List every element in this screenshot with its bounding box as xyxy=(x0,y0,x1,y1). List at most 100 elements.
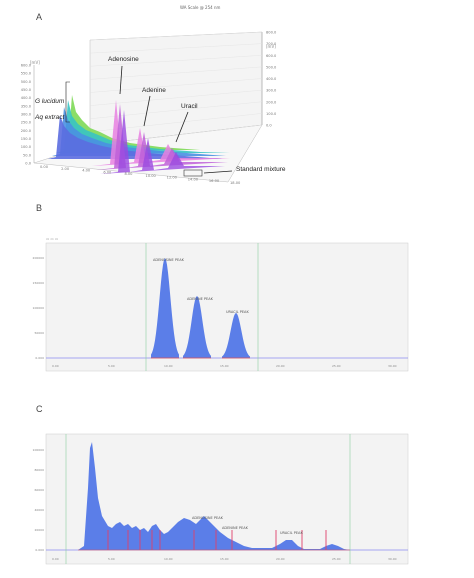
c-y-tick: 20000 xyxy=(34,528,44,532)
a-right-tick-label: 200.0 xyxy=(266,100,277,104)
a-right-tick-label: 400.0 xyxy=(266,77,277,81)
sample-trace-front xyxy=(48,115,222,159)
panel-c-label: C xyxy=(36,404,43,414)
b-peak-label-2: ADENINE PEAK xyxy=(187,297,213,301)
a-right-tick-label: 800.0 xyxy=(266,31,277,35)
c-peak-label-1: ADENOSINE PEAK xyxy=(192,516,223,520)
b-y-tick: 0.000 xyxy=(35,356,44,360)
a-left-tick-label: 0.0 xyxy=(25,162,31,166)
std-marker-box xyxy=(183,169,203,177)
a-left-tick-label: 250.0 xyxy=(21,121,32,125)
a-right-tick-label: 500.0 xyxy=(266,65,277,69)
b-peak-label-3: URACIL PEAK xyxy=(226,310,249,314)
a-x-tick-label: 2.00 xyxy=(61,167,70,171)
a-left-tick-label: 500.0 xyxy=(21,80,32,84)
standard-mixture-series xyxy=(92,100,230,174)
c-y-tick: 60000 xyxy=(34,488,44,492)
label-g-lucidum: G lucidum xyxy=(35,98,65,105)
g-lucidum-series xyxy=(48,95,232,159)
c-x-tick: 25.00 xyxy=(332,557,341,561)
b-y-tick: 150000 xyxy=(33,281,45,285)
b-peak xyxy=(222,313,250,358)
c-x-tick: 5.00 xyxy=(108,557,115,561)
a-x-tick-label: 14.00 xyxy=(188,177,199,181)
a-left-tick-label: 400.0 xyxy=(21,96,32,100)
panel-b-chart: 0.000 50000 100000 150000 200000 0.00 5.00 10.0… xyxy=(33,242,409,372)
b-x-tick: 30.00 xyxy=(388,364,397,368)
sample-bracket xyxy=(65,81,70,123)
a-x-tick-label: 6.00 xyxy=(103,170,112,174)
sample-trace-2 xyxy=(56,100,230,153)
label-adenosine: Adenosine xyxy=(108,56,139,63)
a-left-tick-label: 550.0 xyxy=(21,72,32,76)
a-left-tick-label: 50.0 xyxy=(23,153,32,157)
a-left-tick-label: 450.0 xyxy=(21,88,32,92)
a-x-tick-label: 12.00 xyxy=(167,176,178,180)
a-gridline xyxy=(89,101,263,119)
a-gridline xyxy=(89,31,263,41)
adenosine-arrow xyxy=(119,65,123,95)
b-y-tick: 100000 xyxy=(33,306,45,310)
a-gridline xyxy=(89,55,263,67)
a-x-tick-label: 0.00 xyxy=(40,165,49,169)
a-left-tick-label: 300.0 xyxy=(21,113,32,117)
a-right-tick-label: 700.0 xyxy=(266,42,277,46)
b-x-tick: 25.00 xyxy=(332,364,341,368)
adenine-arrow xyxy=(143,95,151,127)
sample-trace-3 xyxy=(52,107,226,156)
a-left-tick-label: 350.0 xyxy=(21,104,32,108)
panel-b-label: B xyxy=(36,203,43,213)
panel-a-label: A xyxy=(36,12,43,22)
b-y-tick: 200000 xyxy=(33,256,45,260)
a-left-tick-label: 150.0 xyxy=(21,137,32,141)
c-x-tick: 30.00 xyxy=(388,557,397,561)
sample-trace-back xyxy=(60,95,232,150)
label-uracil: Uracil xyxy=(181,103,198,110)
b-peak xyxy=(183,296,211,358)
a-right-tick-label: 600.0 xyxy=(266,54,277,58)
panel-b-legend: ▭ ▭ ▭ xyxy=(46,237,59,241)
c-peak-label-2: ADENINE PEAK xyxy=(222,526,248,530)
panel-a-header: WA Scale @ 254 nm xyxy=(180,5,221,10)
c-trace xyxy=(78,442,350,550)
c-x-tick: 0.00 xyxy=(52,557,59,561)
a-left-tick-label: 600.0 xyxy=(21,64,32,68)
b-peak-label-1: ADENOSINE PEAK xyxy=(153,258,184,262)
label-adenine: Adenine xyxy=(142,87,166,94)
a-right-tick-label: 100.0 xyxy=(266,112,277,116)
a-right-tick-label: 0.0 xyxy=(266,124,272,128)
a-gridline xyxy=(89,89,263,106)
a-x-tick-label: 16.00 xyxy=(209,179,220,183)
label-standard-mixture: Standard mixture xyxy=(236,166,286,173)
c-y-tick: 40000 xyxy=(34,508,44,512)
b-x-tick: 10.00 xyxy=(164,364,173,368)
b-x-tick: 20.00 xyxy=(276,364,285,368)
panel-a-chart: 0.0 50.0 100.0 150.0 200.0 250.0 300.0 350.0 400… xyxy=(21,31,277,186)
uracil-arrow xyxy=(175,111,189,143)
a-x-tick-label: 4.00 xyxy=(82,169,91,173)
b-peak xyxy=(151,258,179,358)
b-y-tick: 50000 xyxy=(34,331,44,335)
a-gridline xyxy=(89,43,263,54)
standard-arrow xyxy=(203,170,233,174)
c-y-tick: 100000 xyxy=(33,448,45,452)
c-peak-label-3: URACIL PEAK xyxy=(280,531,303,535)
b-x-tick: 5.00 xyxy=(108,364,115,368)
unit-right: [mV] xyxy=(266,44,276,49)
c-y-tick: 80000 xyxy=(34,468,44,472)
a-gridline xyxy=(89,78,263,93)
a-x-tick-label: 10.00 xyxy=(146,174,157,178)
panel-c-chart: 0.000 20000 40000 60000 80000 100000 0.00 5.00 1… xyxy=(33,433,409,565)
unit-left: [mV] xyxy=(30,60,40,65)
a-right-tick-label: 300.0 xyxy=(266,89,277,93)
label-aq-extract: Aq extract xyxy=(35,114,65,121)
a-left-tick-label: 200.0 xyxy=(21,129,32,133)
a-x-tick-label: 8.00 xyxy=(124,172,133,176)
c-y-tick: 0.000 xyxy=(35,548,44,552)
a-x-tick-label: 18.00 xyxy=(230,181,241,185)
b-x-tick: 0.00 xyxy=(52,364,59,368)
c-x-tick: 20.00 xyxy=(276,557,285,561)
a-left-tick-label: 100.0 xyxy=(21,145,32,149)
c-x-tick: 15.00 xyxy=(220,557,229,561)
b-x-tick: 15.00 xyxy=(220,364,229,368)
